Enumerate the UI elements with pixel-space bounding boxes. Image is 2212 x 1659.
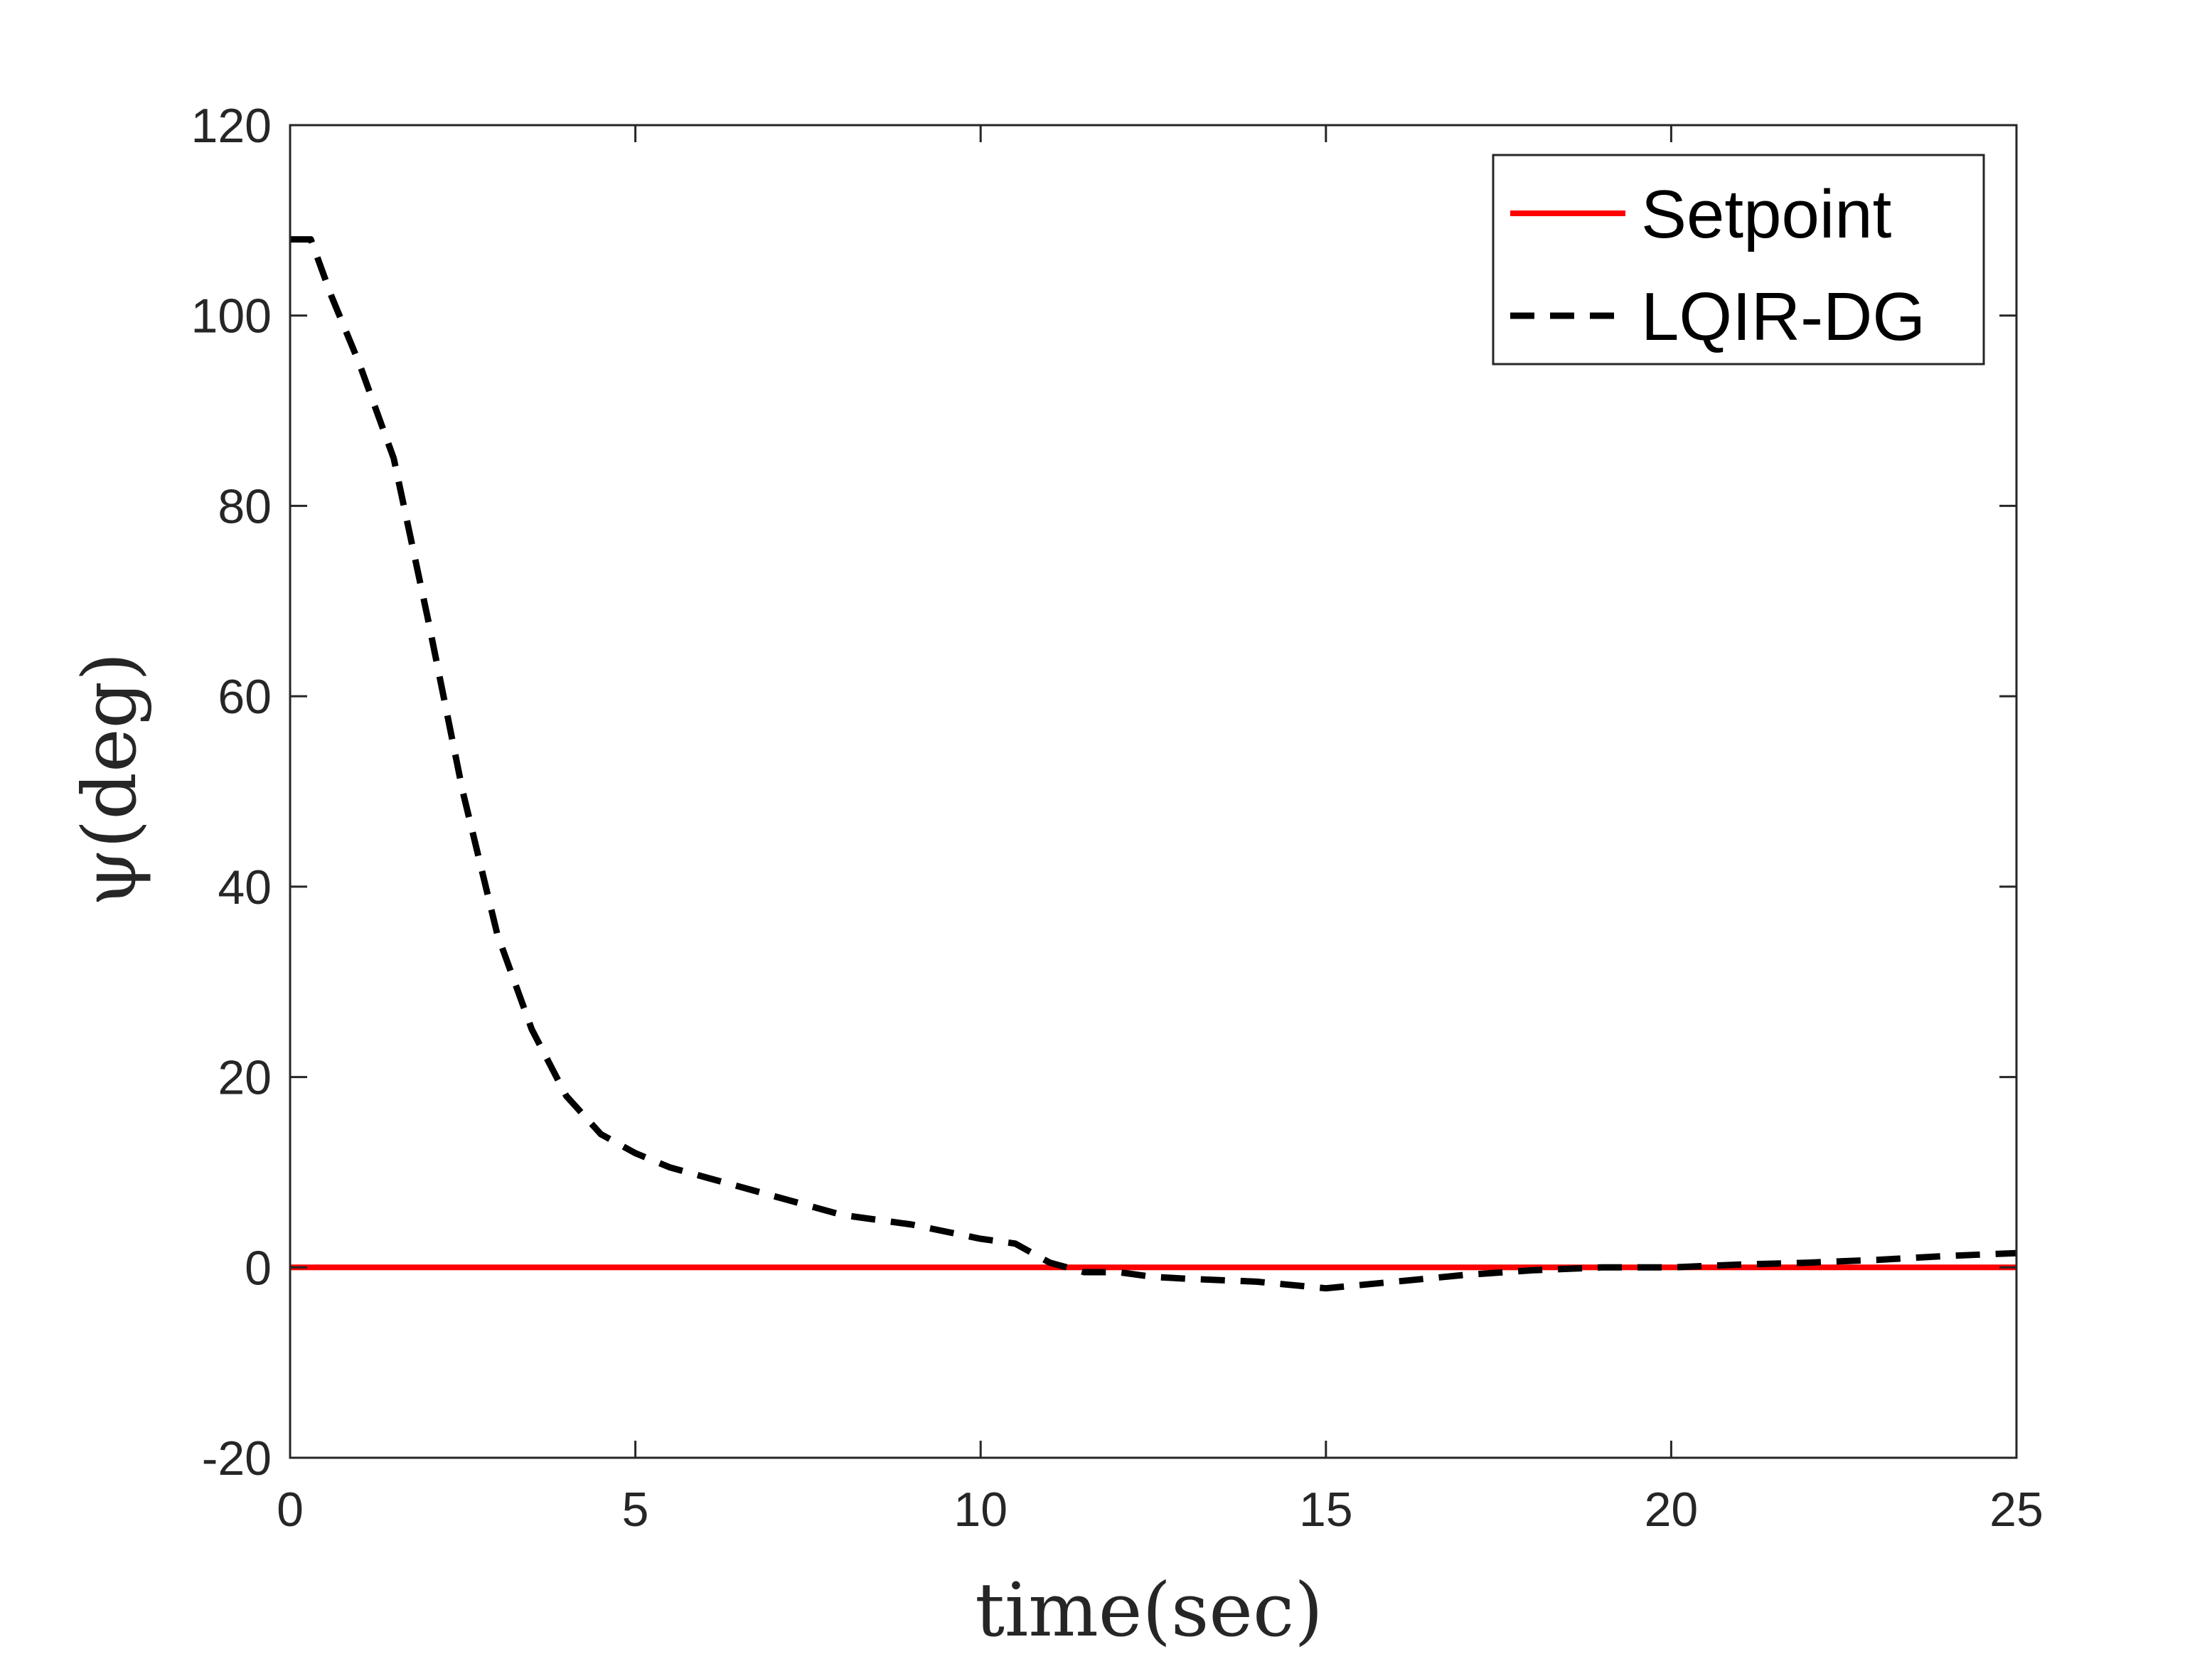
- plot-area: [289, 124, 2018, 1459]
- series-line-lqir-dg: [290, 236, 2017, 1292]
- y-tick-label: 80: [218, 479, 272, 533]
- legend-label: LQIR-DG: [1641, 279, 1925, 355]
- x-tick-label: 15: [1299, 1483, 1353, 1537]
- y-tick-label: 0: [245, 1241, 272, 1295]
- y-tick-label: 40: [218, 860, 272, 914]
- x-tick-label: 0: [277, 1483, 304, 1537]
- y-tick-label: 120: [191, 99, 272, 153]
- y-tick-label: 20: [218, 1051, 272, 1105]
- axes-box: [289, 124, 2018, 1459]
- y-tick-label: 60: [218, 670, 272, 724]
- y-axis-label: ψ(deg): [66, 652, 153, 906]
- legend-label: Setpoint: [1641, 176, 1891, 252]
- legend: Setpoint LQIR-DG: [1492, 154, 1985, 366]
- y-tick-label: -20: [202, 1431, 272, 1485]
- legend-box: [1492, 154, 1985, 366]
- y-tick-label: 100: [191, 289, 272, 343]
- x-tick-label: 25: [1989, 1483, 2043, 1537]
- x-tick-label: 5: [622, 1483, 649, 1537]
- x-axis-label: time(sec): [975, 1567, 1323, 1653]
- x-tick-label: 10: [953, 1483, 1008, 1537]
- x-tick-label: 20: [1645, 1483, 1699, 1537]
